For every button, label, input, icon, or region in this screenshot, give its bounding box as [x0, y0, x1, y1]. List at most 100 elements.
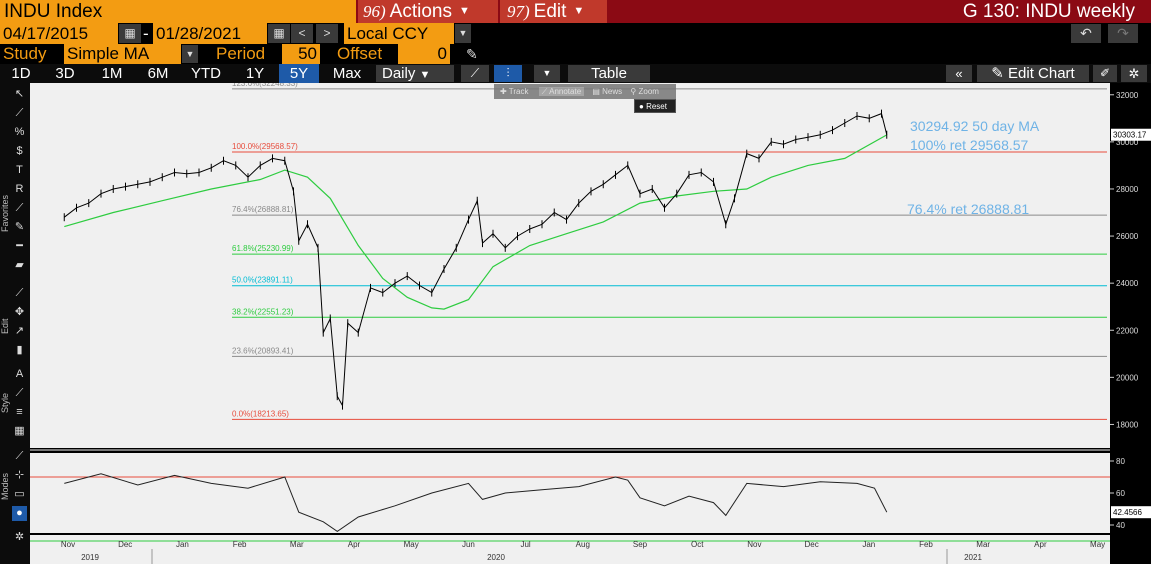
zoom-option[interactable]: ⚲ Zoom: [630, 87, 659, 96]
timeframe-1y[interactable]: 1Y: [245, 65, 265, 82]
actions-number: 96): [363, 2, 386, 21]
security-field[interactable]: INDU Index: [0, 0, 356, 23]
gear-icon[interactable]: ✲: [14, 531, 25, 543]
x-month-label-16: Mar: [976, 540, 990, 549]
move-icon[interactable]: ✥: [14, 306, 25, 318]
chevron-down-icon[interactable]: ▼: [455, 24, 471, 43]
retracement-icon[interactable]: R: [15, 183, 24, 195]
price-axis: 18000 20000 22000 24000 26000 28000 30000 32000: [1110, 91, 1139, 429]
frequency-dropdown[interactable]: Daily ▼: [376, 65, 454, 82]
previous-icon[interactable]: <: [291, 24, 313, 43]
redo-icon[interactable]: ↷: [1108, 24, 1138, 43]
start-date-field[interactable]: 04/17/2015: [0, 23, 118, 44]
news-option[interactable]: ▤ News: [592, 87, 623, 96]
edit-chart-button[interactable]: ✎ Edit Chart: [977, 65, 1089, 82]
price-chart[interactable]: 123.6%(32248.33) 100.0%(29568.57) 76.4%(26…: [30, 83, 1151, 564]
x-month-label-12: Nov: [747, 540, 761, 549]
x-month-label-4: Mar: [290, 540, 304, 549]
timeframe-ytd[interactable]: YTD: [191, 65, 221, 82]
end-date-field[interactable]: 01/28/2021: [153, 23, 267, 44]
study-bar: Study Simple MA ▼ Period 50 Offset 0 ✎: [0, 44, 1151, 64]
timeframe-5y[interactable]: 5Y: [279, 64, 319, 83]
caret-down-icon: ▼: [458, 5, 470, 18]
rsi-series-line: [64, 473, 888, 533]
annotate-label: Annotate: [549, 87, 582, 96]
edit-menu[interactable]: 97) Edit ▼: [500, 0, 607, 23]
select-icon[interactable]: ↗: [14, 325, 25, 337]
series-layer: [63, 109, 888, 533]
x-month-label-10: Sep: [633, 540, 648, 549]
pen-icon[interactable]: ✎: [14, 221, 25, 233]
date-range-bar: 04/17/2015 ▦ - 01/28/2021 ▦ < > Local CC…: [0, 23, 1151, 44]
fib-label-0: 123.6%(32248.33): [232, 83, 298, 88]
chat-icon[interactable]: ▭: [14, 488, 25, 500]
ma-series-line: [64, 134, 888, 310]
channel-icon[interactable]: ▰: [15, 259, 24, 271]
rsi-last-box: [1111, 506, 1151, 519]
fib-label-6: 23.6%(20893.41): [232, 346, 294, 355]
bar-chart-icon[interactable]: ⫶: [494, 65, 522, 82]
eraser-icon[interactable]: ⟋: [15, 287, 24, 299]
rsi-axis: 40 60 80: [30, 457, 1125, 542]
gear-icon[interactable]: ✲: [1121, 65, 1147, 82]
calendar-icon[interactable]: ▦: [268, 24, 290, 43]
window-title: G 130: INDU weekly: [962, 1, 1135, 22]
rsi-tick-label-0: 40: [1116, 521, 1125, 530]
table-button[interactable]: Table: [568, 65, 650, 82]
x-month-label-11: Oct: [691, 540, 704, 549]
y-tick-label-7: 32000: [1116, 91, 1139, 100]
color-icon[interactable]: ▦: [14, 425, 25, 437]
rsi-last-label: 42.4566: [1113, 508, 1142, 517]
x-month-label-3: Feb: [233, 540, 247, 549]
currency-field[interactable]: Local CCY: [344, 23, 454, 44]
chevron-down-icon[interactable]: ▼: [182, 45, 198, 63]
palette-icon[interactable]: ●: [12, 506, 27, 521]
x-month-label-6: May: [404, 540, 419, 549]
line-tool-icon[interactable]: ⟋: [15, 107, 24, 119]
edit-icon[interactable]: ✐: [1093, 65, 1117, 82]
horizontal-line-icon[interactable]: ━: [16, 240, 23, 252]
price-icon[interactable]: $: [16, 145, 23, 157]
collapse-icon[interactable]: «: [946, 65, 972, 82]
ret764-annotation: 76.4% ret 26888.81: [907, 201, 1029, 217]
undo-icon[interactable]: ↶: [1071, 24, 1101, 43]
trash-icon[interactable]: ▮: [16, 344, 23, 356]
reset-button[interactable]: ● Reset: [634, 99, 676, 113]
brush-icon[interactable]: ⟋: [15, 202, 24, 214]
edit-number: 97): [507, 2, 530, 21]
actions-menu[interactable]: 96) Actions ▼: [358, 0, 498, 23]
pencil-icon[interactable]: ⟋: [15, 450, 24, 462]
timeframe-max[interactable]: Max: [332, 65, 362, 82]
font-icon[interactable]: A: [15, 368, 24, 380]
period-field[interactable]: 50: [282, 44, 320, 64]
value-labels: 30303.17 42.4566: [1111, 128, 1151, 519]
study-type-field[interactable]: Simple MA: [64, 44, 181, 64]
next-icon[interactable]: >: [316, 24, 338, 43]
news-label: News: [602, 87, 623, 96]
x-month-label-1: Dec: [118, 540, 132, 549]
pencil-icon[interactable]: ✎: [466, 46, 478, 62]
track-option[interactable]: ✚ Track: [500, 87, 529, 96]
fib-label-4: 50.0%(23891.11): [232, 276, 293, 285]
line-weight-icon[interactable]: ≡: [16, 406, 23, 418]
chart-tools-popup: ✚ Track ⟋ Annotate ▤ News ⚲ Zoom: [494, 84, 676, 99]
timeframe-6m[interactable]: 6M: [147, 65, 169, 82]
timeframe-1m[interactable]: 1M: [101, 65, 123, 82]
timeframe-3d[interactable]: 3D: [55, 65, 75, 82]
crosshair-icon[interactable]: ⊹: [14, 469, 25, 481]
line-style-icon[interactable]: ⟋: [15, 387, 24, 399]
percent-icon[interactable]: %: [14, 126, 25, 138]
date-separator: -: [143, 24, 149, 43]
x-year-label-2: 2021: [964, 553, 982, 562]
cursor-icon[interactable]: ↖: [14, 88, 25, 100]
offset-field[interactable]: 0: [398, 44, 450, 64]
text-tool-icon[interactable]: T: [16, 164, 23, 176]
line-chart-icon[interactable]: ⟋: [461, 65, 489, 82]
timeframe-1d[interactable]: 1D: [11, 65, 31, 82]
chevron-down-icon[interactable]: ▼: [534, 65, 560, 82]
annotate-option[interactable]: ⟋ Annotate: [538, 87, 585, 96]
pencil-icon: ✎: [991, 65, 1004, 82]
x-year-label-0: 2019: [81, 553, 99, 562]
calendar-icon[interactable]: ▦: [119, 24, 141, 43]
fib-label-3: 61.8%(25230.99): [232, 244, 294, 253]
